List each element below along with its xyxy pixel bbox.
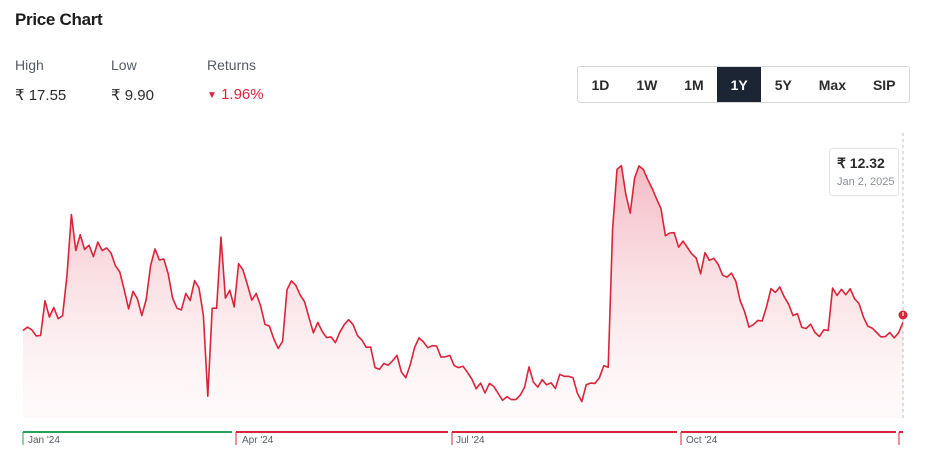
stat-high: High ₹ 17.55 <box>15 57 66 104</box>
stat-high-value: ₹ 17.55 <box>15 87 67 104</box>
stat-returns: Returns ▼ 1.96% <box>207 57 264 103</box>
price-tooltip: ₹ 12.32 Jan 2, 2025 <box>829 148 899 196</box>
tab-5y[interactable]: 5Y <box>774 76 792 93</box>
tooltip-price: ₹ 12.32 <box>837 155 885 171</box>
down-arrow-icon: ▼ <box>207 90 217 101</box>
tab-1m[interactable]: 1M <box>684 76 704 93</box>
price-area-fill <box>23 165 903 418</box>
x-tick-label: Jul '24 <box>456 435 485 446</box>
returns-percent: 1.96% <box>221 86 264 103</box>
x-tick-label: Apr '24 <box>242 435 274 446</box>
x-tick-label: Oct '24 <box>686 435 718 446</box>
stat-returns-value: ▼ 1.96% <box>207 86 264 103</box>
x-tick-label: Jan '24 <box>28 435 60 446</box>
page-title: Price Chart <box>15 10 103 29</box>
stat-low-value: ₹ 9.90 <box>111 87 154 104</box>
price-line <box>22 164 904 403</box>
stat-low-label: Low <box>111 57 137 73</box>
timeframe-tabs: 1D 1W 1M 1Y 5Y Max SIP <box>577 66 910 103</box>
tab-1d[interactable]: 1D <box>591 76 610 93</box>
tooltip-date: Jan 2, 2025 <box>837 176 895 188</box>
tab-sip[interactable]: SIP <box>872 76 896 93</box>
stat-high-label: High <box>15 57 44 73</box>
stat-returns-label: Returns <box>207 57 257 73</box>
stat-low: Low ₹ 9.90 <box>111 57 154 104</box>
tab-max[interactable]: Max <box>818 76 846 93</box>
tab-1y[interactable]: 1Y <box>717 67 762 102</box>
tab-1w[interactable]: 1W <box>636 76 658 93</box>
